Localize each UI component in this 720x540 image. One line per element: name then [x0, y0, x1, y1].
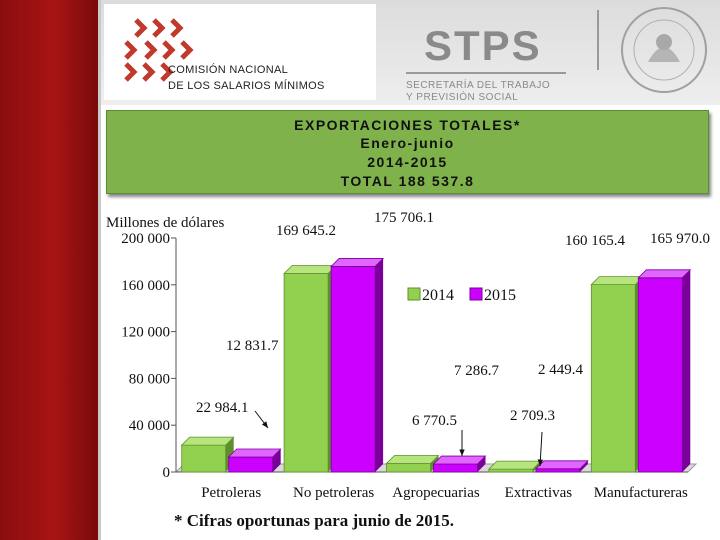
data-label: 169 645.2 [276, 223, 336, 239]
conasami-logo [104, 4, 376, 100]
data-label: 12 831.7 [226, 338, 279, 354]
coat-of-arms-seal-icon [621, 7, 707, 93]
legend-swatch-2014 [407, 287, 421, 301]
chart-total: TOTAL 188 537.8 [340, 173, 475, 189]
y-tick-label: 80 000 [129, 371, 170, 387]
legend-swatch-2015 [469, 287, 483, 301]
y-tick-label: 200 000 [121, 231, 170, 247]
stps-subtitle-line1: SECRETARÍA DEL TRABAJO [406, 80, 551, 91]
data-label: 6 770.5 [412, 413, 457, 429]
chart-period: Enero-junio [360, 135, 455, 151]
data-label: 165 970.0 [650, 231, 710, 247]
x-tick-label: No petroleras [293, 485, 374, 501]
org-name-line1: COMISIÓN NACIONAL [168, 64, 289, 76]
bar-2015-extractivas [535, 468, 581, 473]
chart-years: 2014-2015 [367, 154, 448, 170]
y-tick-label: 120 000 [121, 325, 170, 341]
legend-label-2014: 2014 [422, 287, 454, 304]
y-tick-label: 160 000 [121, 278, 170, 294]
org-name-line2: DE LOS SALARIOS MÍNIMOS [168, 80, 325, 92]
bar-2014-manufactureras [590, 284, 636, 473]
bar-top [330, 258, 385, 267]
stps-subtitle-line2: Y PREVISIÓN SOCIAL [406, 92, 519, 103]
y-tick-label: 40 000 [129, 418, 170, 434]
annotation-arrowhead [261, 421, 268, 428]
bar-2015-manufactureras [637, 277, 683, 473]
bar-side [682, 269, 691, 472]
sidebar-band [0, 0, 98, 540]
title-box: EXPORTACIONES TOTALES* Enero-junio 2014-… [106, 110, 709, 194]
bar-2014-agropecuarias [386, 463, 431, 473]
sidebar-divider [98, 0, 101, 540]
bar-top [283, 265, 338, 274]
x-tick-label: Manufactureras [594, 485, 688, 501]
annotation-arrowhead [459, 449, 465, 456]
bar-side [272, 448, 281, 472]
bar-side [579, 460, 588, 472]
data-label: 2 709.3 [510, 408, 555, 424]
x-tick-label: Extractivas [505, 485, 573, 501]
y-tick-label: 0 [163, 465, 171, 481]
bar-top [590, 276, 645, 286]
bar-top [534, 460, 589, 470]
bar-top [180, 436, 235, 446]
bar-side [477, 456, 486, 472]
y-axis-label: Millones de dólares [106, 215, 224, 231]
bar-side [532, 461, 541, 472]
legend-label-2015: 2015 [484, 287, 516, 304]
bar-top [432, 455, 487, 465]
bar-side [375, 258, 384, 472]
header-divider [597, 10, 599, 70]
footnote: * Cifras oportunas para junio de 2015. [174, 511, 455, 530]
bar-2014-extractivas [488, 468, 534, 473]
data-label: 2 449.4 [538, 362, 584, 378]
bar-top [385, 455, 440, 464]
stps-rule [406, 72, 566, 74]
bar-2015-agropecuarias [433, 463, 478, 473]
data-label: 175 706.1 [374, 210, 434, 226]
data-label: 7 286.7 [454, 363, 500, 379]
bar-2015-petroleras [228, 456, 274, 473]
chart-title: EXPORTACIONES TOTALES* [294, 117, 521, 133]
bar-2014-no-petroleras [283, 273, 329, 473]
conasami-logo-mark-icon [124, 18, 194, 82]
data-label: 22 984.1 [196, 400, 249, 416]
bar-top [227, 448, 282, 458]
bar-top [637, 269, 692, 279]
bar-2015-no-petroleras [330, 266, 376, 473]
stps-logo-text: STPS [424, 22, 542, 69]
x-tick-label: Agropecuarias [392, 485, 480, 501]
bar-top [487, 460, 542, 470]
data-label: 160 165.4 [565, 233, 626, 249]
x-tick-label: Petroleras [201, 485, 261, 501]
annotation-arrowhead [537, 459, 544, 466]
bar-2014-petroleras [181, 444, 227, 473]
